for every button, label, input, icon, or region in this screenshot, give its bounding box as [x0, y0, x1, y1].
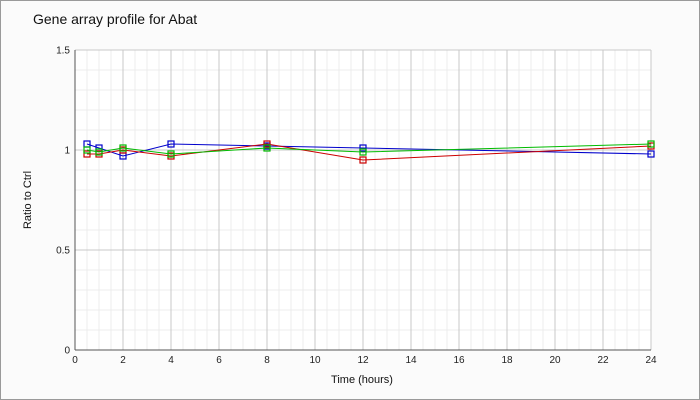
data-point-marker — [647, 150, 655, 158]
x-tick-label: 22 — [597, 355, 609, 366]
data-point-marker — [263, 140, 271, 148]
x-tick-label: 14 — [405, 355, 417, 366]
y-tick-label: 0 — [64, 346, 70, 357]
chart-title: Gene array profile for Abat — [33, 11, 198, 27]
x-tick-label: 24 — [645, 355, 657, 366]
data-point-marker — [167, 150, 175, 158]
series-layer — [83, 140, 655, 164]
y-tick-label: 0.5 — [56, 246, 70, 257]
x-tick-label: 16 — [453, 355, 465, 366]
x-tick-label: 6 — [216, 355, 222, 366]
data-point-marker — [119, 144, 127, 152]
x-tick-label: 18 — [501, 355, 513, 366]
data-point-marker — [83, 150, 91, 158]
series-line — [87, 143, 652, 161]
x-tick-label: 20 — [549, 355, 561, 366]
data-point-marker — [95, 148, 103, 156]
axes — [74, 50, 651, 351]
x-tick-label: 0 — [72, 355, 78, 366]
data-point-marker — [359, 148, 367, 156]
y-tick-label: 1.5 — [56, 46, 70, 57]
data-point-marker — [263, 144, 271, 152]
data-point-marker — [359, 144, 367, 152]
x-tick-label: 2 — [120, 355, 126, 366]
data-point-marker — [167, 140, 175, 148]
series-line — [86, 143, 652, 157]
data-point-marker — [359, 156, 367, 164]
series-3 — [83, 140, 655, 158]
data-point-marker — [83, 146, 91, 154]
series-line — [86, 143, 652, 155]
x-axis-label: Time (hours) — [331, 374, 393, 386]
y-tick-label: 1 — [64, 146, 70, 157]
data-point-marker — [647, 140, 655, 148]
x-tick-label: 12 — [357, 355, 369, 366]
x-tick-label: 10 — [309, 355, 321, 366]
x-tick-label: 4 — [168, 355, 174, 366]
x-tick-label: 8 — [264, 355, 270, 366]
series-1 — [83, 140, 655, 160]
